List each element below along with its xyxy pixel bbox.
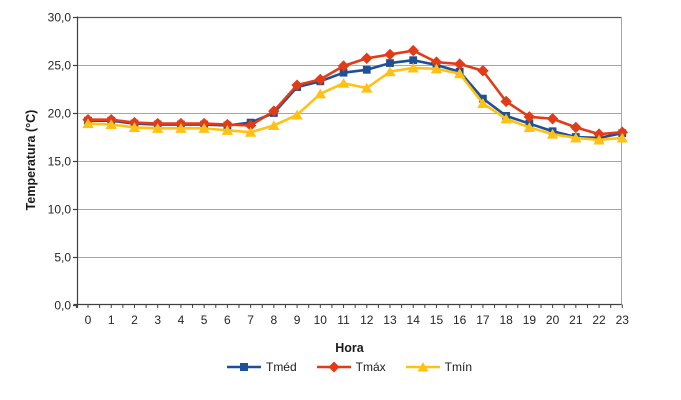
x-tick-label: 3: [154, 313, 161, 327]
series-marker-tméd: [386, 59, 394, 67]
x-tick-label: 12: [360, 313, 374, 327]
series-marker-tmín: [570, 132, 582, 143]
series-marker-tmín: [268, 120, 280, 131]
x-tick-label: 5: [201, 313, 208, 327]
series-marker-tmáx: [500, 95, 512, 108]
series-marker-tmáx: [268, 105, 280, 117]
x-tick-label: 2: [131, 313, 138, 327]
x-tick-label: 10: [314, 313, 328, 327]
series-marker-tmáx: [384, 48, 396, 61]
series-marker-tmín: [198, 123, 210, 133]
y-axis-title: Temperatura (°C): [24, 109, 38, 211]
y-tick-label: 10,0: [48, 203, 72, 217]
y-tick-label: 25,0: [48, 59, 72, 73]
series-marker-tméd: [339, 68, 348, 77]
series-marker-tmín: [407, 62, 419, 73]
series-marker-tmín: [500, 113, 512, 124]
series-marker-tmáx: [546, 113, 559, 125]
y-tick-label: 30,0: [48, 11, 72, 25]
x-tick-label: 9: [294, 313, 301, 327]
y-tick-label: 20,0: [48, 107, 72, 121]
x-tick-label: 17: [476, 313, 490, 327]
series-marker-tmín: [82, 118, 94, 129]
series-marker-tmín: [314, 88, 326, 99]
y-tick-label: 5,0: [54, 251, 71, 265]
series-marker-tmáx: [291, 79, 303, 91]
x-tick-label: 16: [453, 313, 467, 327]
legend-label-tmax: Tmáx: [355, 360, 386, 374]
tmed-line-square-icon: [226, 363, 261, 371]
tmax-line-diamond-icon: [316, 361, 351, 373]
series-marker-tmáx: [593, 128, 605, 140]
x-tick-label: 19: [523, 313, 537, 327]
series-line-tmín: [86, 66, 624, 142]
x-tick-label: 7: [247, 313, 254, 327]
x-tick-label: 14: [407, 313, 421, 327]
legend-label-tmin: Tmín: [444, 360, 473, 374]
series-marker-tmáx: [523, 111, 536, 123]
x-tick-label: 22: [592, 313, 606, 327]
tmin-line-triangle-icon: [405, 362, 440, 372]
x-tick-label: 6: [224, 313, 231, 327]
series-marker-tmáx: [221, 118, 234, 131]
series-marker-tmín: [244, 126, 257, 137]
series-marker-tmín: [453, 68, 466, 79]
series-marker-tmáx: [453, 58, 466, 70]
y-tick-label: 0,0: [54, 299, 71, 313]
series-marker-tmín: [105, 119, 117, 130]
series-marker-tméd: [409, 56, 418, 65]
series-marker-tméd: [362, 65, 371, 74]
series-marker-tmín: [175, 123, 187, 133]
series-marker-tmáx: [314, 73, 326, 86]
legend-item-tmed: Tméd: [226, 360, 297, 374]
series-line-tméd: [86, 58, 624, 140]
series-marker-tmín: [337, 77, 350, 88]
series-marker-tmáx: [430, 56, 443, 68]
series-marker-tmáx: [477, 65, 489, 77]
series-marker-tmín: [384, 66, 396, 77]
x-tick-label: 18: [499, 313, 513, 327]
x-tick-label: 4: [178, 313, 185, 327]
series-marker-tmín: [221, 125, 234, 135]
x-tick-label: 11: [337, 313, 350, 327]
x-tick-label: 23: [616, 313, 630, 327]
series-marker-tmín: [128, 122, 141, 132]
series-line-tmáx: [86, 49, 624, 136]
series-marker-tmín: [546, 128, 559, 139]
x-axis-title: Hora: [335, 341, 364, 355]
x-tick-label: 1: [108, 313, 115, 327]
legend: Tméd Tmáx Tmín: [77, 360, 622, 374]
series-marker-tmáx: [244, 119, 257, 132]
series-marker-tmáx: [570, 121, 582, 134]
x-tick-label: 13: [383, 313, 397, 327]
series-marker-tmín: [523, 122, 536, 132]
x-tick-label: 15: [430, 313, 444, 327]
series-marker-tmáx: [407, 44, 419, 57]
legend-label-tmed: Tméd: [265, 360, 297, 374]
x-tick-label: 21: [569, 313, 583, 327]
series-marker-tmín: [593, 134, 605, 145]
legend-item-tmin: Tmín: [405, 360, 473, 374]
legend-item-tmax: Tmáx: [316, 360, 386, 374]
series-marker-tmín: [151, 123, 164, 133]
series-marker-tmín: [477, 98, 489, 108]
x-tick-label: 0: [85, 313, 92, 327]
series-marker-tmín: [361, 82, 373, 93]
series-marker-tmín: [430, 63, 443, 74]
x-tick-label: 20: [546, 313, 560, 327]
series-marker-tmáx: [337, 60, 350, 72]
series-marker-tmáx: [361, 52, 373, 64]
series-marker-tmín: [291, 109, 303, 120]
series-marker-tmín: [616, 132, 628, 143]
y-tick-label: 15,0: [48, 155, 72, 169]
series-marker-tmáx: [616, 126, 628, 138]
x-tick-label: 8: [270, 313, 277, 327]
